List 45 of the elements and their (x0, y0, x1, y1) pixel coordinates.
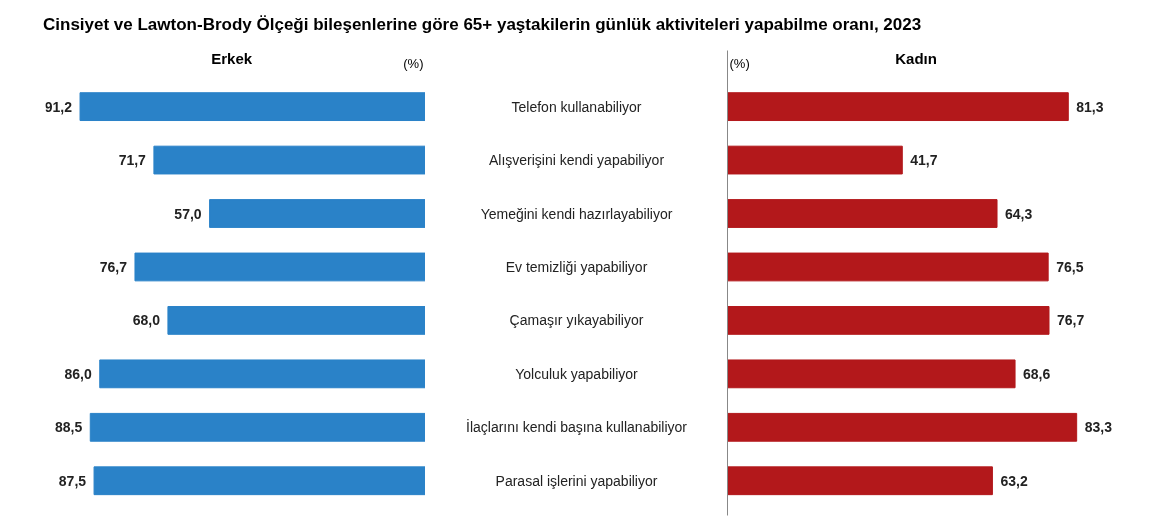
bar (89, 412, 425, 442)
data-label: 87,5 (58, 472, 87, 489)
y-tick-label: Yolculuk yapabiliyor (515, 365, 639, 382)
chart-subtitle: Erkek (211, 50, 253, 68)
bar (153, 145, 425, 175)
y-tick-label: Alışverişini kendi yapabiliyor (488, 152, 665, 169)
bar (167, 306, 425, 335)
data-label: 41,7 (910, 152, 938, 169)
data-label: 63,2 (1000, 472, 1028, 489)
bar (727, 306, 1050, 335)
bar (79, 92, 425, 122)
data-label: 76,7 (1057, 312, 1085, 329)
bar (727, 359, 1016, 389)
data-label: 71,7 (118, 152, 147, 169)
data-label: 68,6 (1023, 365, 1051, 382)
data-label: 57,0 (174, 205, 202, 222)
annotation: (%) (729, 56, 750, 72)
bar (134, 252, 425, 282)
text: Cinsiyet ve Lawton-Brody Ölçeği bileşenlerine göre 65+ yaştakilerin günlük aktiviteleri yapabilme oranı, 2023 (43, 14, 922, 36)
data-label: 91,2 (44, 98, 73, 115)
data-label: 76,7 (99, 258, 128, 275)
chart-subtitle: Kadın (895, 50, 937, 68)
y-tick-label: İlaçlarını kendi başına kullanabiliyor (465, 418, 688, 436)
bar (727, 92, 1069, 122)
data-label: 68,0 (132, 312, 161, 329)
bar (209, 199, 425, 228)
data-label: 83,3 (1084, 419, 1113, 436)
bar (727, 145, 903, 175)
data-label: 88,5 (55, 419, 83, 436)
bar (727, 412, 1078, 442)
bar (93, 466, 425, 496)
y-tick-label: Telefon kullanabiliyor (511, 98, 642, 115)
y-tick-label: Yemeğini kendi hazırlayabiliyor (480, 205, 673, 222)
text: (%) (403, 56, 424, 72)
data-label: 76,5 (1056, 258, 1084, 275)
bar (727, 252, 1049, 282)
y-tick-label: Parasal işlerini yapabiliyor (495, 472, 658, 489)
data-label: 81,3 (1076, 98, 1104, 115)
bar (99, 359, 425, 389)
bar (727, 466, 993, 496)
y-tick-label: Çamaşır yıkayabiliyor (509, 312, 644, 329)
bar (727, 199, 998, 228)
y-tick-label: Ev temizliği yapabiliyor (505, 258, 648, 275)
data-label: 86,0 (64, 365, 92, 382)
data-label: 64,3 (1005, 205, 1033, 222)
